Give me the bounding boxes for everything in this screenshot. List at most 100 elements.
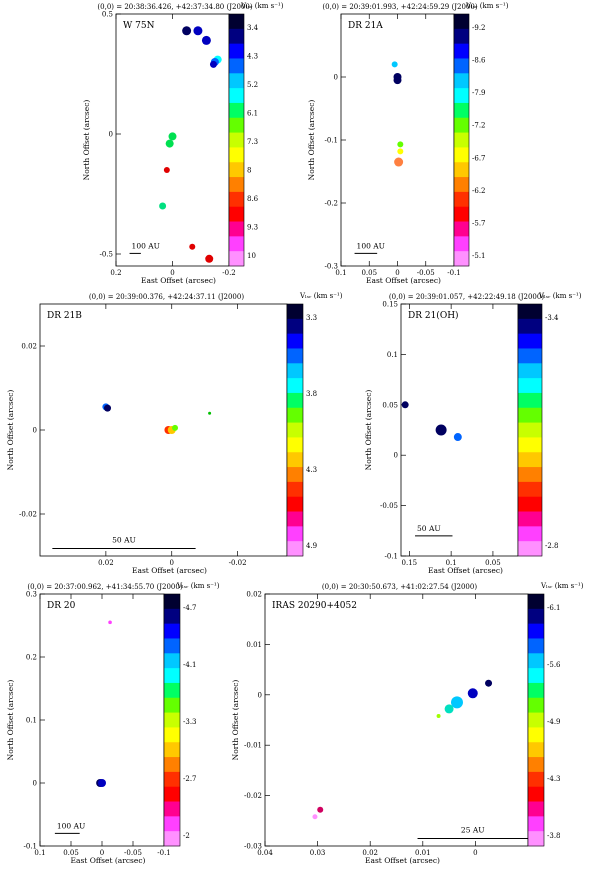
maser-spot bbox=[159, 202, 167, 210]
colorbar-tick-label: 4.3 bbox=[306, 466, 317, 474]
x-tick-label: 0 bbox=[170, 269, 174, 277]
maser-spot bbox=[182, 26, 192, 36]
y-tick-label: 0.01 bbox=[246, 641, 262, 649]
x-tick-label: 0.2 bbox=[110, 269, 121, 277]
x-tick-label: 0.15 bbox=[402, 559, 418, 567]
colorbar-segment bbox=[287, 304, 303, 320]
x-axis-label: East Offset (arcsec) bbox=[365, 856, 440, 865]
x-axis-label: East Offset (arcsec) bbox=[366, 276, 441, 285]
colorbar-segment bbox=[287, 422, 303, 438]
x-tick-label: 0.05 bbox=[63, 849, 79, 857]
colorbar-segment bbox=[528, 653, 544, 669]
y-axis-label: North Offset (arcsec) bbox=[6, 390, 15, 471]
panel-w-75n: (0,0) = 20:38:36.426, +42:37:34.80 (J200… bbox=[82, 2, 284, 285]
x-tick-label: 0.02 bbox=[98, 559, 114, 567]
colorbar-segment bbox=[287, 481, 303, 498]
maser-spot bbox=[189, 243, 196, 250]
x-tick-label: -0.05 bbox=[417, 269, 435, 277]
panel-header: (0,0) = 20:39:01.993, +42:24:59.29 (J200… bbox=[322, 3, 477, 11]
colorbar-segment bbox=[287, 437, 303, 453]
colorbar-segment bbox=[287, 452, 303, 468]
colorbar-segment bbox=[518, 407, 542, 423]
y-tick-label: 0 bbox=[394, 452, 398, 460]
colorbar-tick-label: 4.3 bbox=[247, 53, 258, 61]
colorbar-segment bbox=[518, 318, 542, 335]
maser-spot bbox=[435, 424, 447, 436]
colorbar-segment bbox=[164, 712, 180, 728]
object-name: IRAS 20290+4052 bbox=[272, 601, 357, 611]
y-tick-label: 0 bbox=[258, 691, 262, 699]
colorbar-segment bbox=[528, 623, 544, 639]
maser-spot bbox=[108, 620, 112, 625]
colorbar-units-label: Vₗₛᵣ (km s⁻¹) bbox=[465, 2, 509, 10]
colorbar-tick-label: -5.6 bbox=[547, 661, 561, 669]
y-axis-label: North Offset (arcsec) bbox=[6, 680, 15, 761]
colorbar-segment bbox=[518, 392, 542, 409]
colorbar-segment bbox=[518, 526, 542, 542]
colorbar-frame bbox=[228, 13, 245, 267]
colorbar-segment bbox=[454, 117, 469, 133]
colorbar-units-label: Vₗₛᵣ (km s⁻¹) bbox=[299, 292, 343, 300]
x-tick-label: -0.2 bbox=[222, 269, 236, 277]
colorbar-segment bbox=[164, 816, 180, 832]
colorbar-segment bbox=[164, 697, 180, 713]
plot-frame bbox=[39, 593, 165, 847]
x-axis-label: East Offset (arcsec) bbox=[141, 276, 216, 285]
y-tick-label: -0.2 bbox=[325, 200, 339, 208]
plot-frame bbox=[264, 593, 529, 847]
colorbar-segment bbox=[287, 333, 303, 349]
colorbar-segment bbox=[454, 58, 469, 74]
maser-spot bbox=[436, 713, 441, 718]
maser-spot bbox=[453, 433, 462, 442]
colorbar-segment bbox=[164, 638, 180, 654]
y-tick-label: 0.02 bbox=[21, 343, 37, 351]
maser-spot bbox=[209, 60, 217, 68]
colorbar-segment bbox=[164, 623, 180, 639]
maser-spot bbox=[401, 401, 409, 409]
colorbar-tick-label: 9.3 bbox=[247, 224, 258, 232]
colorbar-segment bbox=[454, 102, 469, 119]
colorbar-segment bbox=[229, 177, 244, 193]
panel-header: (0,0) = 20:39:01.057, +42:22:49.18 (J200… bbox=[389, 293, 544, 301]
colorbar-segment bbox=[164, 771, 180, 788]
x-tick-label: 0 bbox=[100, 849, 104, 857]
colorbar-units-label: Vₗₛᵣ (km s⁻¹) bbox=[538, 292, 582, 300]
panel-dr-21a: (0,0) = 20:39:01.993, +42:24:59.29 (J200… bbox=[307, 2, 509, 285]
colorbar-segment bbox=[454, 73, 469, 89]
x-tick-label: 0.03 bbox=[310, 849, 326, 857]
maser-spot bbox=[168, 132, 177, 141]
y-tick-label: 0.1 bbox=[26, 717, 37, 725]
colorbar-segment bbox=[287, 467, 303, 483]
colorbar-segment bbox=[518, 363, 542, 379]
y-tick-label: 0 bbox=[33, 780, 37, 788]
colorbar-segment bbox=[528, 742, 544, 758]
colorbar-tick-label: -3.3 bbox=[183, 718, 197, 726]
colorbar-tick-label: -2.7 bbox=[183, 775, 197, 783]
scale-bar-label: 100 AU bbox=[357, 241, 385, 250]
colorbar-frame bbox=[517, 303, 543, 557]
colorbar-segment bbox=[454, 206, 469, 222]
colorbar-tick-label: -4.9 bbox=[547, 718, 561, 726]
colorbar-segment bbox=[229, 88, 244, 104]
y-tick-label: 0.02 bbox=[246, 591, 262, 599]
colorbar-segment bbox=[518, 452, 542, 468]
colorbar-segment bbox=[518, 422, 542, 438]
colorbar-segment bbox=[287, 378, 303, 394]
x-tick-label: 0 bbox=[473, 849, 477, 857]
y-tick-label: -0.3 bbox=[325, 263, 339, 271]
scale-bar-label: 100 AU bbox=[132, 241, 160, 250]
colorbar-tick-label: -2 bbox=[183, 832, 190, 840]
y-tick-label: 0 bbox=[109, 131, 113, 139]
colorbar-tick-label: 3.8 bbox=[306, 390, 317, 398]
colorbar-segment bbox=[164, 608, 180, 625]
colorbar-segment bbox=[528, 638, 544, 654]
colorbar-tick-label: -2.8 bbox=[545, 542, 559, 550]
colorbar-tick-label: -6.1 bbox=[547, 604, 561, 612]
y-tick-label: 0.5 bbox=[102, 11, 113, 19]
colorbar-tick-label: -4.1 bbox=[183, 661, 197, 669]
colorbar-tick-label: 6.1 bbox=[247, 110, 258, 118]
colorbar-segment bbox=[518, 333, 542, 349]
colorbar-segment bbox=[528, 816, 544, 832]
colorbar-segment bbox=[454, 14, 469, 30]
